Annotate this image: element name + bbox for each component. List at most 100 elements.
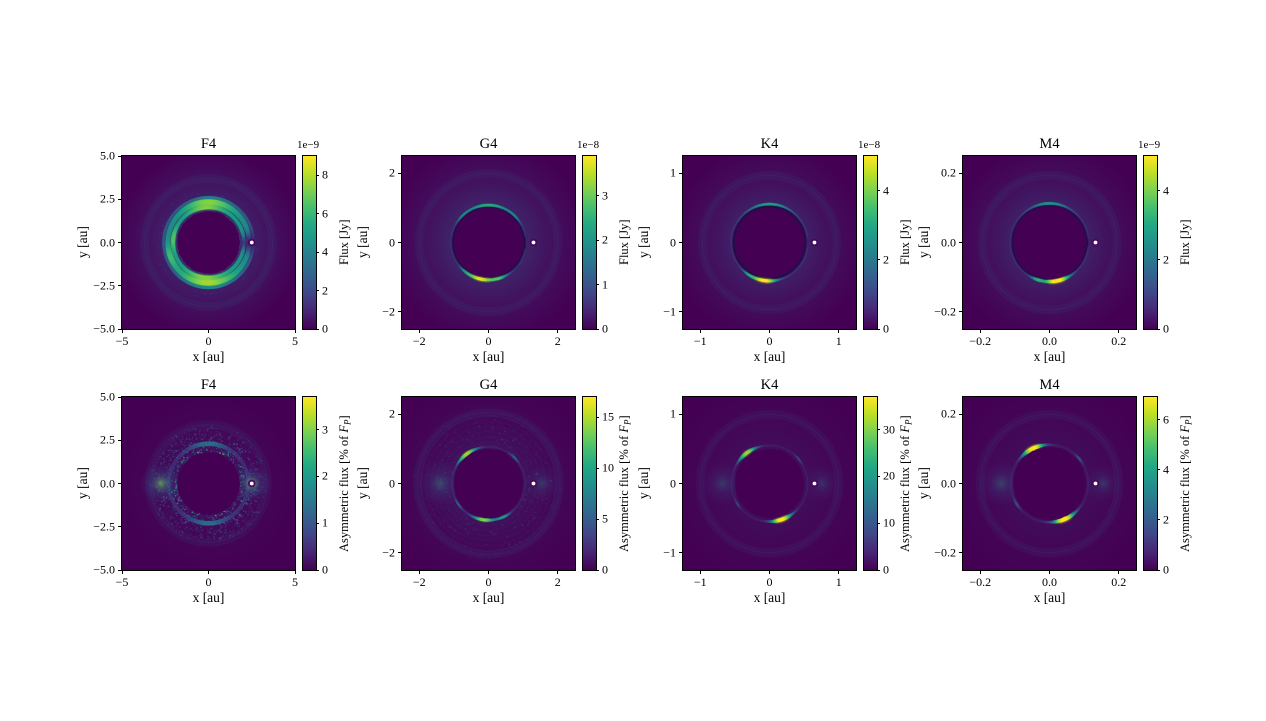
y-tick-label: 5.0	[100, 391, 115, 404]
x-tick-label: 0	[486, 576, 492, 589]
colorbar-tick-label: 15	[602, 411, 614, 424]
y-tick-mark	[398, 311, 402, 312]
panel-flux-K4: K4 y [au] x [au] 1e−8 Flux [Jy] −1 0 1 1 0 −1…	[683, 156, 856, 329]
colorbar-title-prefix: Asymmetric flux [% of	[337, 432, 351, 551]
colorbar-tick-mark	[877, 429, 880, 430]
colorbar-tick-mark	[316, 429, 319, 430]
colorbar-title-subscript: P	[623, 419, 633, 425]
y-tick-mark	[118, 483, 122, 484]
colorbar-tick-mark	[596, 417, 599, 418]
y-tick-mark	[118, 526, 122, 527]
x-tick-mark	[122, 329, 123, 333]
colorbar-tick-label: 1	[602, 278, 608, 291]
x-tick-label: 5	[292, 335, 298, 348]
x-tick-mark	[769, 570, 770, 574]
colorbar-title-subscript: P	[343, 419, 353, 425]
y-tick-mark	[959, 483, 963, 484]
y-tick-label: −2.5	[93, 279, 115, 292]
colorbar-title-text: Flux [Jy]	[617, 220, 631, 266]
colorbar-tick-mark	[1157, 469, 1160, 470]
colorbar	[303, 397, 316, 570]
colorbar-scale-label: 1e−9	[1138, 139, 1160, 151]
heatmap-canvas	[963, 156, 1136, 329]
y-tick-mark	[118, 199, 122, 200]
x-axis-label: x [au]	[402, 591, 575, 605]
panel-title: G4	[402, 136, 575, 152]
colorbar-tick-mark	[877, 190, 880, 191]
y-tick-label: −0.2	[934, 546, 956, 559]
panel-title: M4	[963, 377, 1136, 393]
colorbar-tick-mark	[1157, 329, 1160, 330]
y-axis-label: y [au]	[916, 156, 931, 329]
x-tick-mark	[769, 329, 770, 333]
x-axis-label: x [au]	[683, 350, 856, 364]
x-tick-label: −5	[116, 576, 129, 589]
x-tick-label: 0.0	[1042, 335, 1057, 348]
colorbar-tick-mark	[596, 329, 599, 330]
colorbar-tick-label: 8	[322, 169, 328, 182]
colorbar-tick-mark	[316, 290, 319, 291]
colorbar-tick-mark	[316, 175, 319, 176]
x-tick-mark	[838, 329, 839, 333]
colorbar-title-prefix: Asymmetric flux [% of	[617, 432, 631, 551]
panel-title: F4	[122, 377, 295, 393]
colorbar-tick-label: 2	[883, 253, 889, 266]
panel-title: K4	[683, 377, 856, 393]
colorbar-tick-label: 0	[322, 323, 328, 336]
colorbar-tick-mark	[596, 468, 599, 469]
colorbar-tick-mark	[596, 570, 599, 571]
y-tick-label: −2.5	[93, 520, 115, 533]
x-tick-label: −1	[694, 335, 707, 348]
x-tick-label: 0	[767, 576, 773, 589]
y-tick-mark	[398, 242, 402, 243]
y-axis-label: y [au]	[636, 397, 651, 570]
colorbar-tick-mark	[596, 195, 599, 196]
y-tick-label: 5.0	[100, 150, 115, 163]
x-tick-mark	[557, 329, 558, 333]
heatmap-canvas	[122, 156, 295, 329]
x-tick-label: −1	[694, 576, 707, 589]
colorbar-tick-label: 0	[602, 564, 608, 577]
colorbar-tick-mark	[596, 240, 599, 241]
y-tick-label: 0.0	[941, 477, 956, 490]
x-tick-mark	[122, 570, 123, 574]
y-tick-label: 0.0	[100, 236, 115, 249]
colorbar-scale-label: 1e−9	[297, 139, 319, 151]
colorbar	[864, 156, 877, 329]
y-tick-mark	[118, 440, 122, 441]
x-tick-label: −2	[413, 335, 426, 348]
y-tick-mark	[959, 242, 963, 243]
colorbar-title-subscript: P	[904, 419, 914, 425]
colorbar-title: Flux [Jy]	[898, 156, 914, 329]
colorbar-title-suffix: ]	[898, 415, 912, 419]
colorbar-tick-label: 10	[602, 462, 614, 475]
colorbar-title-suffix: ]	[1178, 415, 1192, 419]
y-tick-mark	[398, 552, 402, 553]
y-tick-mark	[679, 311, 683, 312]
y-tick-label: 0	[670, 236, 676, 249]
y-tick-mark	[959, 173, 963, 174]
y-tick-mark	[118, 242, 122, 243]
colorbar-tick-label: 6	[322, 207, 328, 220]
y-axis-label: y [au]	[355, 156, 370, 329]
x-tick-label: −0.2	[969, 576, 991, 589]
x-tick-label: −2	[413, 576, 426, 589]
y-axis-label: y [au]	[75, 156, 90, 329]
panel-flux-G4: G4 y [au] x [au] 1e−8 Flux [Jy] −2 0 2 2 0 −2…	[402, 156, 575, 329]
colorbar-tick-mark	[316, 476, 319, 477]
x-tick-mark	[980, 329, 981, 333]
x-tick-mark	[557, 570, 558, 574]
colorbar-title: Asymmetric flux [% of FP]	[617, 397, 633, 570]
colorbar-tick-mark	[1157, 190, 1160, 191]
x-tick-label: 0.2	[1111, 576, 1126, 589]
colorbar-tick-mark	[877, 259, 880, 260]
x-axis-label: x [au]	[683, 591, 856, 605]
x-tick-label: 1	[836, 335, 842, 348]
y-tick-mark	[118, 329, 122, 330]
y-tick-label: 0.0	[100, 477, 115, 490]
x-tick-label: 0	[206, 576, 212, 589]
y-tick-mark	[679, 242, 683, 243]
colorbar-tick-label: 6	[1163, 413, 1169, 426]
x-tick-label: 2	[555, 335, 561, 348]
panel-asym-F4: F4 y [au] x [au] Asymmetric flux [% of F…	[122, 397, 295, 570]
